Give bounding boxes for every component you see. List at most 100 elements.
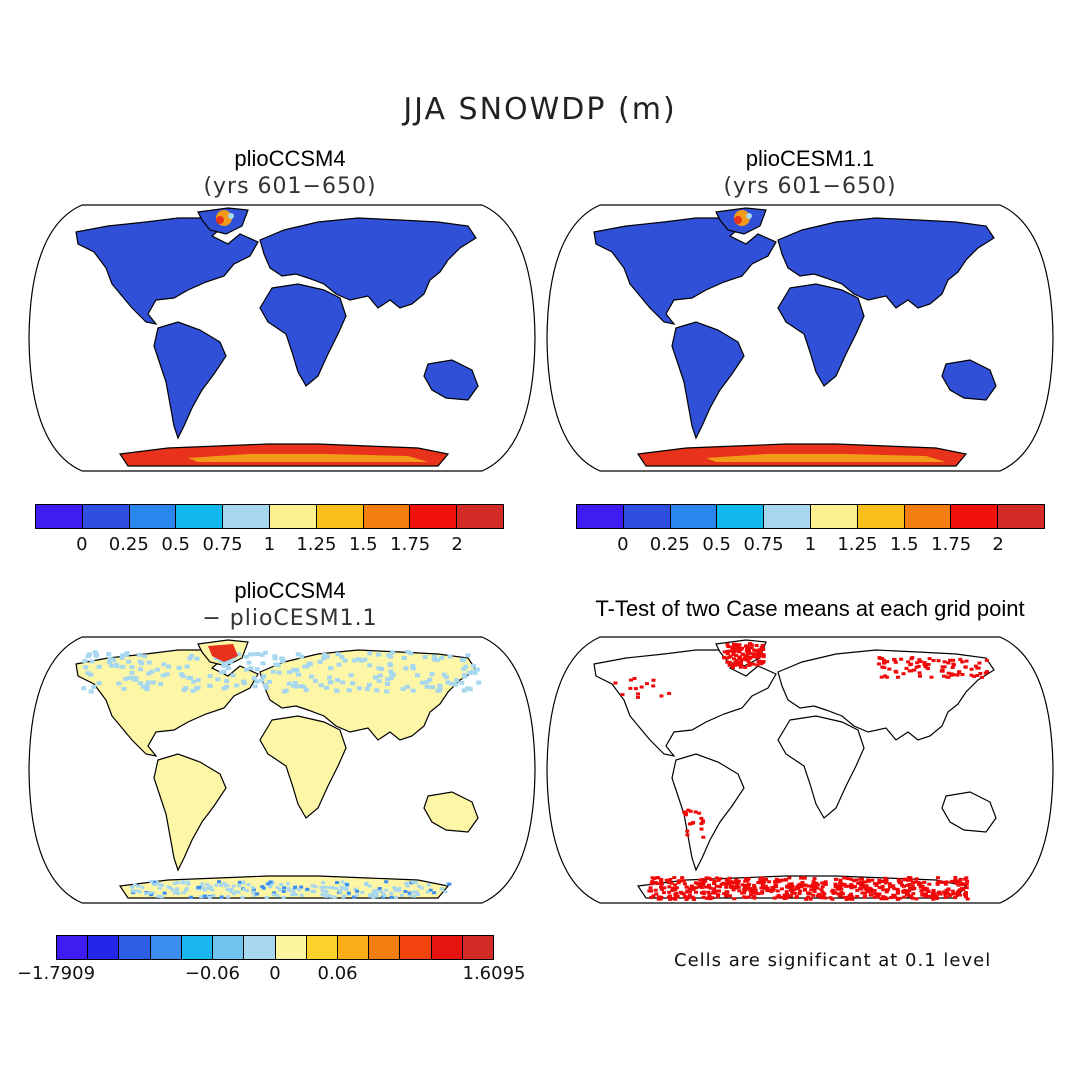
significant-cell	[732, 897, 737, 901]
panel-1-title: plioCCSM4	[234, 146, 346, 171]
significant-cell	[660, 887, 665, 891]
significant-cell	[758, 880, 763, 884]
significant-cell	[869, 890, 874, 894]
diff-cell	[181, 881, 186, 885]
significant-cell	[620, 693, 625, 697]
significant-cell	[737, 889, 742, 893]
diff-cell	[390, 650, 396, 655]
significant-cell	[913, 880, 918, 884]
significant-cell	[957, 893, 962, 897]
significant-cell	[725, 880, 730, 884]
diff-cell	[302, 664, 308, 669]
diff-cell	[394, 895, 399, 899]
diff-cell	[93, 653, 99, 658]
significant-cell	[673, 887, 678, 891]
significant-cell	[978, 672, 983, 676]
diff-cell	[116, 681, 122, 686]
diff-cell	[353, 887, 358, 891]
significant-cell	[951, 662, 956, 666]
significant-cell	[963, 893, 968, 897]
diff-cell	[372, 675, 378, 680]
significant-cell	[675, 894, 680, 898]
significant-cell	[907, 894, 912, 898]
colorbar-tick-label: 1.25	[296, 534, 337, 555]
significant-cell	[948, 658, 953, 662]
significant-cell	[736, 885, 741, 889]
significant-cell	[926, 662, 931, 666]
diff-cell	[126, 659, 132, 664]
diff-cell	[148, 891, 153, 895]
significant-cell	[881, 895, 886, 899]
colorbar-tick-label: 1.75	[931, 534, 972, 555]
diff-cell	[335, 678, 341, 683]
significant-cell	[711, 890, 716, 894]
significant-cell	[774, 883, 779, 887]
significant-cell	[949, 673, 954, 677]
significant-cell	[985, 670, 990, 674]
significant-cell	[755, 892, 760, 896]
significant-cell	[698, 878, 703, 882]
significant-cell	[965, 897, 970, 901]
significant-cell	[936, 659, 941, 663]
significant-cell	[867, 886, 872, 890]
diff-cell	[228, 889, 233, 893]
significant-cell	[806, 895, 811, 899]
diff-cell	[210, 888, 215, 892]
significant-cell	[951, 673, 956, 677]
significant-cell	[902, 895, 907, 899]
diff-cell	[334, 688, 340, 693]
diff-cell	[146, 671, 152, 676]
diff-cell	[368, 893, 373, 897]
diff-cell	[137, 890, 142, 894]
significant-cell	[658, 895, 663, 899]
significant-cell	[652, 876, 657, 880]
diff-cell	[384, 689, 390, 694]
significant-cell	[916, 664, 921, 668]
diff-cell	[295, 652, 301, 657]
significant-cell	[682, 882, 687, 886]
significant-cell	[906, 660, 911, 664]
diff-cell	[447, 882, 452, 886]
significant-cell	[953, 876, 958, 880]
diff-cell	[275, 894, 280, 898]
diff-cell	[279, 883, 284, 887]
significant-cell	[888, 885, 893, 889]
significant-cell	[760, 883, 765, 887]
diff-cell	[166, 885, 171, 889]
colorbar-tick-label: 0.75	[743, 534, 784, 555]
significant-cell	[809, 885, 814, 889]
significant-cell	[870, 878, 875, 882]
significant-cell	[950, 665, 955, 669]
diff-cell	[219, 895, 224, 899]
figure-title: JJA SNOWDP (m)	[403, 92, 677, 127]
significant-cell	[973, 664, 978, 668]
significant-cell	[683, 813, 688, 817]
significant-cell	[742, 891, 747, 895]
significant-cell	[953, 895, 958, 899]
significant-cell	[628, 686, 633, 690]
significant-cell	[725, 660, 730, 664]
significant-cell	[972, 674, 977, 678]
significant-cell	[724, 878, 729, 882]
diff-cell	[292, 681, 298, 686]
significant-cell	[743, 644, 748, 648]
diff-cell	[317, 659, 323, 664]
diff-cell	[154, 667, 160, 672]
significant-cell	[880, 879, 885, 883]
diff-cell	[471, 663, 477, 668]
colorbar-tick-label: 1.6095	[462, 963, 526, 984]
diff-cell	[229, 887, 234, 891]
diff-cell	[266, 882, 271, 886]
diff-cell	[251, 676, 257, 681]
diff-cell	[439, 655, 445, 660]
significant-cell	[815, 894, 820, 898]
diff-cell	[187, 656, 193, 661]
significant-cell	[731, 881, 736, 885]
panel-2-subtitle: (yrs 601−650)	[723, 174, 897, 199]
diff-cell	[206, 886, 211, 890]
diff-cell	[248, 666, 254, 671]
diff-cell	[272, 891, 277, 895]
continent-australia	[941, 791, 997, 833]
significant-cell	[779, 895, 784, 899]
significant-cell	[854, 878, 859, 882]
